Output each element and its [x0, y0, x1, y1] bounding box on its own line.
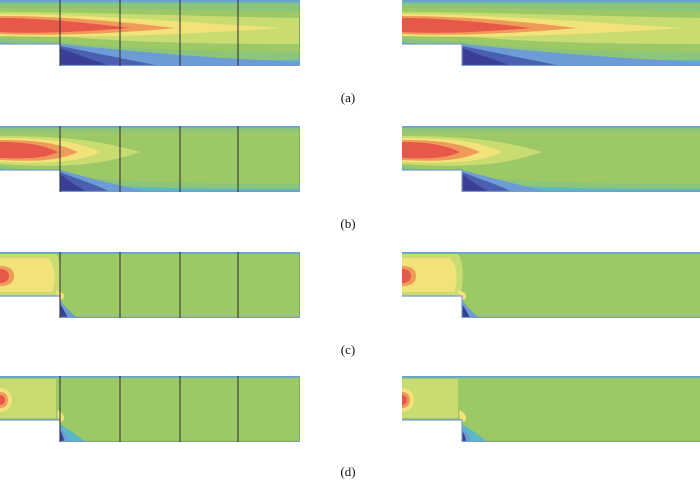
contour-field — [402, 252, 700, 318]
contour-panel-a-right — [402, 0, 700, 66]
contour-field — [0, 376, 300, 442]
contour-yellow-corner — [57, 410, 65, 422]
contour-green — [0, 252, 300, 318]
channel-wall — [402, 252, 700, 318]
contour-green — [0, 376, 300, 442]
contour-red — [402, 395, 407, 405]
caption-b: (b) — [340, 216, 356, 231]
contour-yellow-corner — [458, 290, 466, 300]
contour-panel-d-right — [402, 376, 700, 442]
channel-wall — [402, 376, 700, 442]
contour-red — [0, 18, 130, 33]
contour-yellow-corner — [459, 410, 467, 422]
contour-red — [0, 269, 9, 283]
contour-yellow — [0, 258, 55, 292]
contour-dark-blue — [60, 430, 64, 442]
contour-dark-blue — [60, 48, 110, 66]
contour-dark-blue — [462, 304, 470, 318]
caption-d: (d) — [340, 464, 356, 479]
contour-field — [402, 126, 700, 192]
contour-panel-c-right — [402, 252, 700, 318]
contour-red — [0, 142, 58, 159]
contour-field — [0, 0, 300, 66]
contour-dark-blue — [60, 174, 88, 192]
contour-dark-blue — [462, 430, 466, 442]
contour-panel-d-left — [0, 376, 300, 442]
channel-wall — [402, 0, 700, 66]
contour-yellow-green — [402, 379, 458, 418]
contour-red — [402, 18, 532, 33]
contour-panel-c-left — [0, 252, 300, 318]
contour-field — [0, 252, 300, 318]
contour-yellow-green — [0, 379, 56, 418]
contour-panel-b-right — [402, 126, 700, 192]
caption-c: (c) — [340, 342, 356, 357]
contour-field — [402, 376, 700, 442]
contour-dark-blue — [462, 48, 512, 66]
contour-field — [0, 126, 300, 192]
contour-red — [402, 269, 411, 283]
contour-green — [402, 376, 700, 442]
contour-dark-blue — [462, 174, 490, 192]
contour-red — [0, 395, 5, 405]
contour-panel-a-left — [0, 0, 300, 66]
contour-red — [402, 142, 460, 159]
contour-panel-b-left — [0, 126, 300, 192]
contour-yellow — [402, 258, 457, 292]
channel-wall — [402, 126, 700, 192]
contour-field — [402, 0, 700, 66]
contour-green — [402, 252, 700, 318]
contour-dark-blue — [60, 304, 68, 318]
caption-a: (a) — [340, 90, 356, 105]
